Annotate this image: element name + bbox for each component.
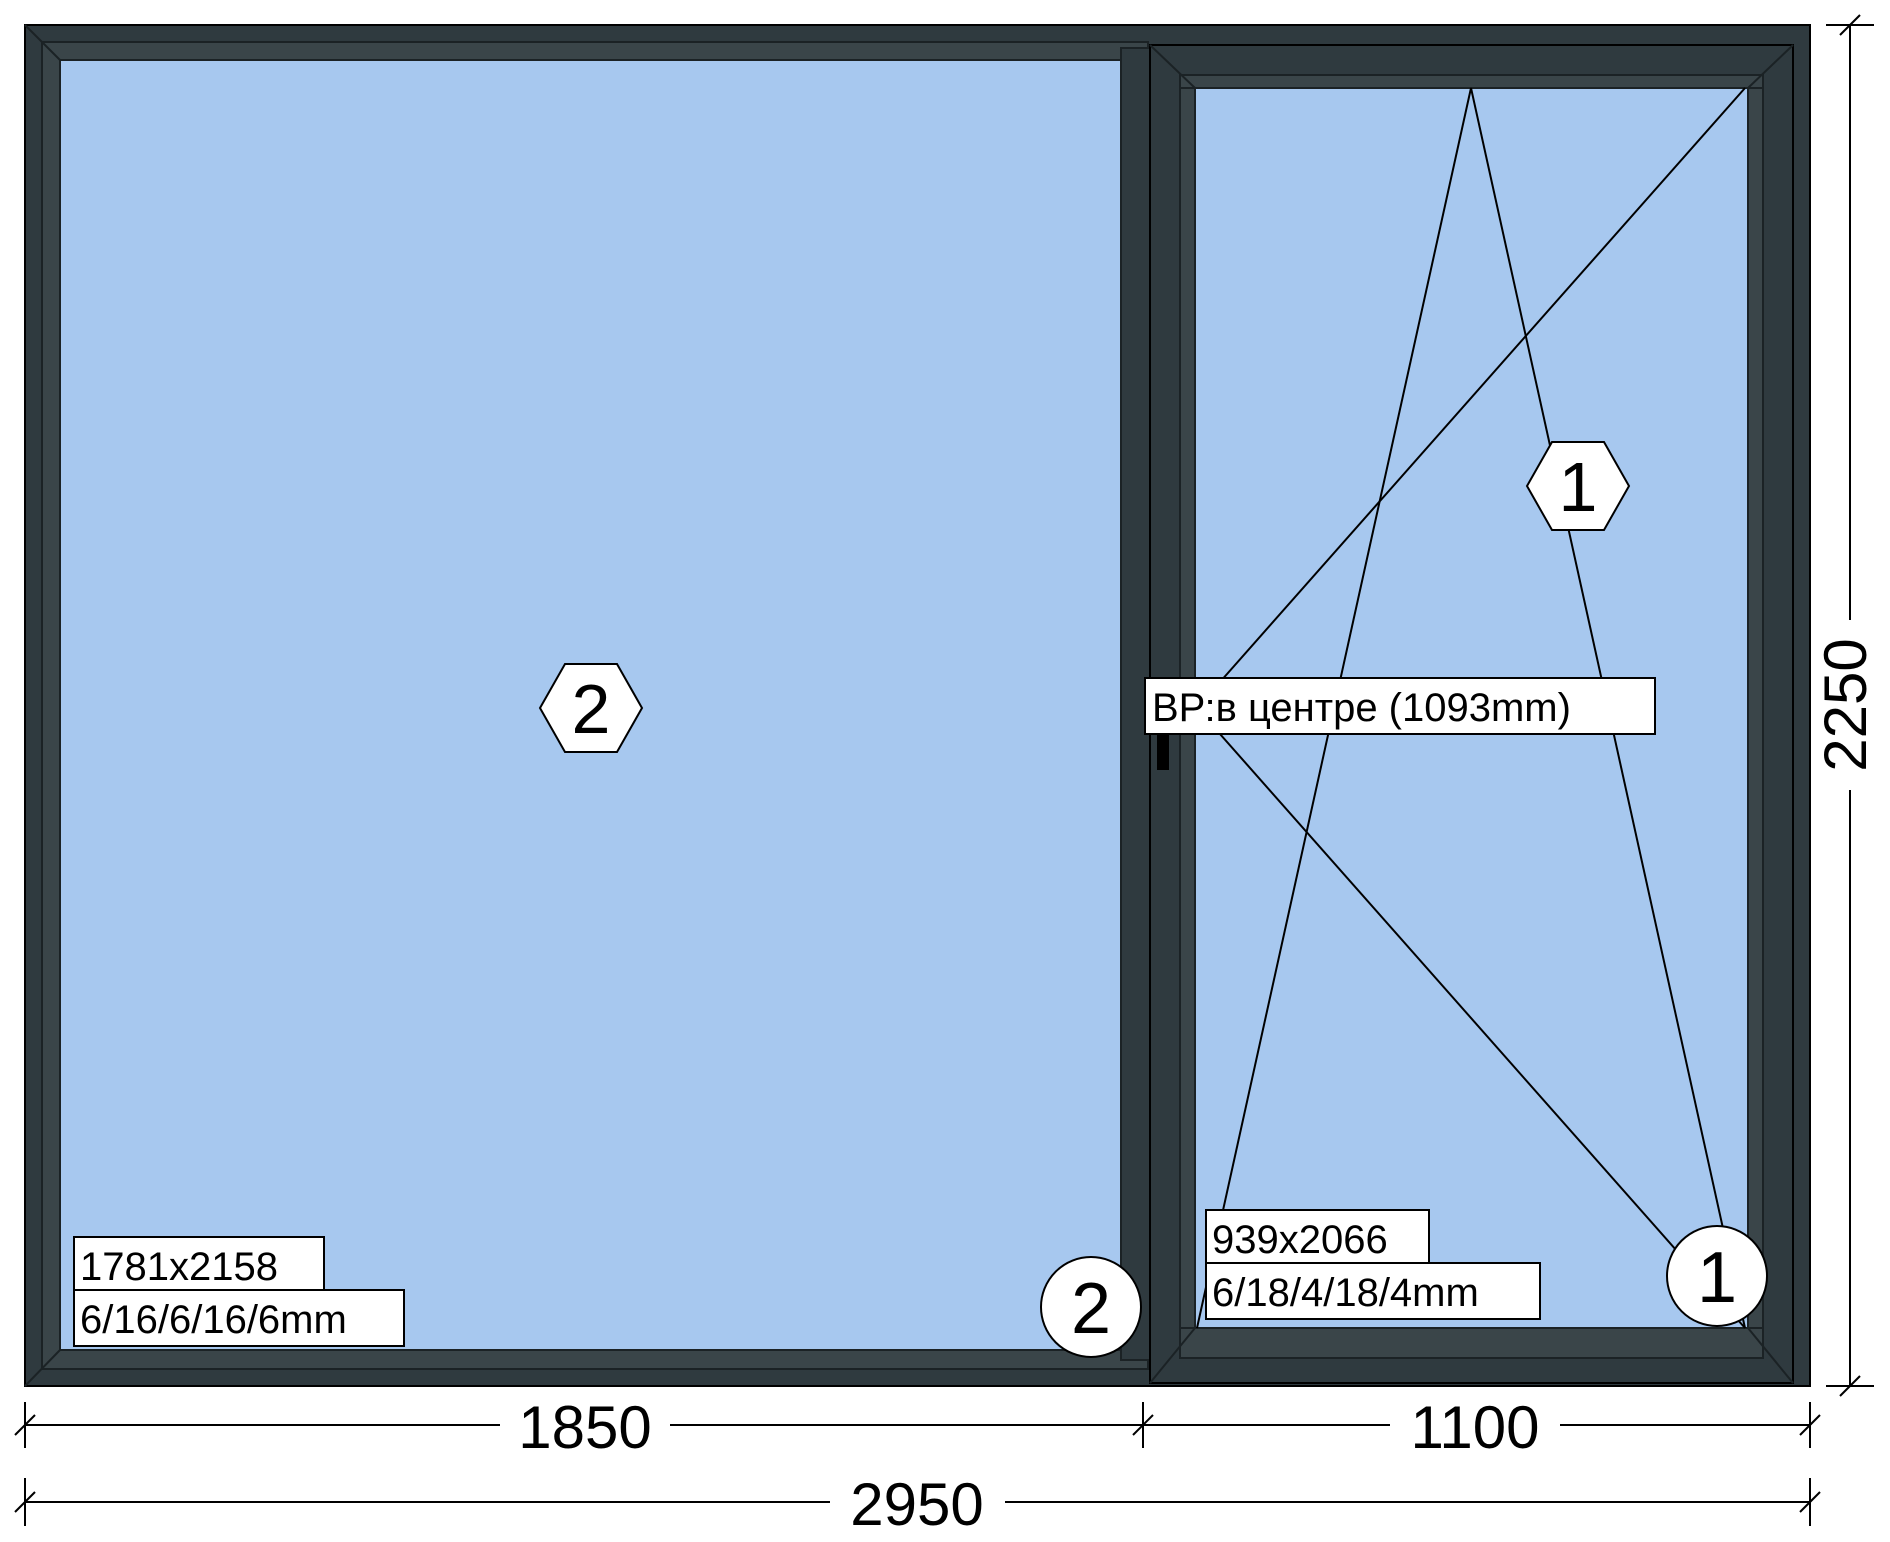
right-size-label: 939x2066 xyxy=(1206,1210,1429,1263)
dimension-left: 1850 xyxy=(500,1394,670,1461)
dimension-right: 1100 xyxy=(1390,1394,1560,1461)
right-size-text: 939x2066 xyxy=(1212,1218,1388,1262)
right-glass-text: 6/18/4/18/4mm xyxy=(1212,1271,1479,1315)
right-glass-label: 6/18/4/18/4mm xyxy=(1206,1263,1540,1319)
dimension-height-text: 2250 xyxy=(1812,638,1879,771)
dimension-height: 2250 xyxy=(1812,620,1880,790)
left-hex-number: 2 xyxy=(572,670,611,748)
dimension-right-text: 1100 xyxy=(1410,1394,1539,1461)
left-circle-number: 2 xyxy=(1071,1269,1111,1349)
left-size-text: 1781x2158 xyxy=(80,1245,278,1289)
handle-note-text: ВР:в центре (1093mm) xyxy=(1152,686,1571,730)
right-hex-number: 1 xyxy=(1559,448,1598,526)
dimension-total-text: 2950 xyxy=(850,1471,983,1538)
right-circle-number: 1 xyxy=(1697,1238,1737,1318)
handle-note-label: ВР:в центре (1093mm) xyxy=(1145,678,1655,734)
dimension-left-text: 1850 xyxy=(518,1394,651,1461)
left-size-label: 1781x2158 xyxy=(74,1237,324,1290)
dimension-total: 2950 xyxy=(830,1471,1005,1538)
left-glass-text: 6/16/6/16/6mm xyxy=(80,1298,347,1342)
left-circle-marker: 2 xyxy=(1041,1257,1141,1357)
left-glass-label: 6/16/6/16/6mm xyxy=(74,1290,404,1346)
right-circle-marker: 1 xyxy=(1667,1226,1767,1326)
